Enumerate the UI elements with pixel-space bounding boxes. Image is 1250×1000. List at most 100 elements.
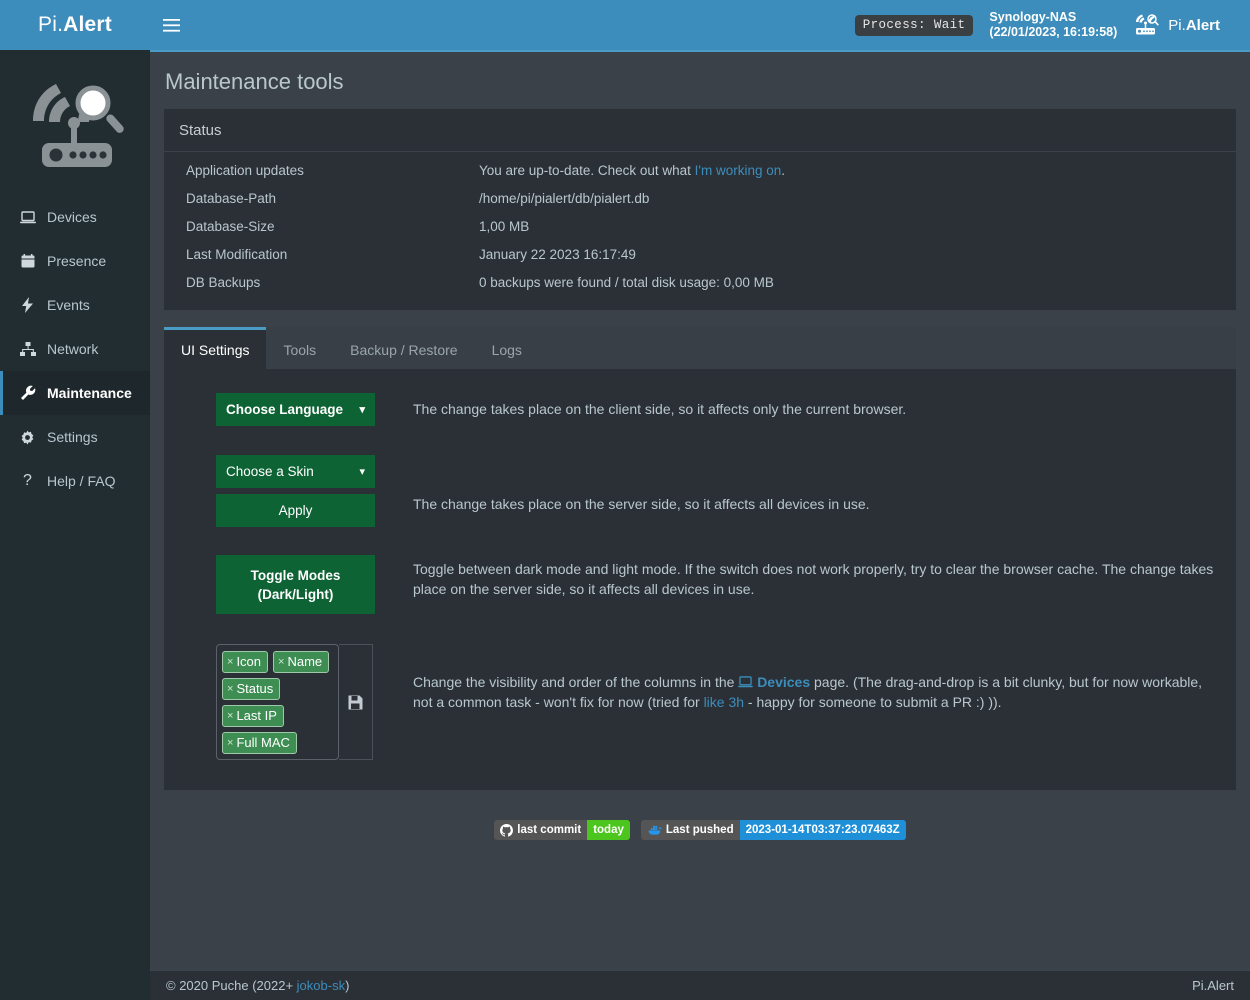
language-row: Choose Language ▾ The change takes place… — [178, 393, 1222, 426]
status-label: Application updates — [186, 163, 304, 178]
columns-desc-mid: page. (The drag-and-drop is a bit clunky… — [413, 674, 1203, 710]
sidebar-item-label: Events — [47, 297, 90, 313]
sidebar-item-help-faq[interactable]: ? Help / FAQ — [0, 459, 150, 503]
sidebar-item-devices[interactable]: Devices — [0, 195, 150, 239]
sidebar-item-label: Settings — [47, 429, 98, 445]
chip-label: Icon — [236, 654, 262, 669]
status-label: Database-Path — [186, 191, 277, 206]
status-box-header: Status — [164, 109, 1236, 152]
status-label: Last Modification — [186, 247, 288, 262]
toggle-modes-button[interactable]: Toggle Modes (Dark/Light) — [216, 555, 375, 614]
app-logo[interactable]: Pi. Alert — [0, 0, 150, 50]
skin-control: Choose a Skin ▾ Apply — [178, 455, 375, 527]
footer-brand-light: Pi. — [1192, 978, 1208, 993]
toggle-modes-line2: (Dark/Light) — [257, 586, 334, 602]
sidebar-item-settings[interactable]: Settings — [0, 415, 150, 459]
sidebar-item-label: Help / FAQ — [47, 473, 116, 489]
app-logo-light: Pi. — [38, 13, 64, 36]
working-on-link[interactable]: I'm working on — [694, 163, 782, 178]
devices-link-icon — [738, 674, 754, 690]
like-3h-link[interactable]: like 3h — [703, 694, 745, 710]
chip-label: Name — [287, 654, 323, 669]
sidebar: Devices Presence Events Network Maintena… — [0, 50, 150, 1000]
chip-remove-icon[interactable]: × — [227, 682, 234, 695]
calendar-icon — [18, 254, 37, 268]
column-chip-name[interactable]: × Name — [273, 651, 330, 673]
sitemap-icon — [18, 342, 37, 356]
status-row: Last Modification January 22 2023 16:17:… — [164, 241, 1236, 269]
skin-select-label: Choose a Skin — [226, 464, 314, 479]
header-brand[interactable]: Pi.Alert — [1133, 14, 1220, 36]
status-value-suffix: . — [781, 163, 786, 178]
sidebar-item-events[interactable]: Events — [0, 283, 150, 327]
tab-tools[interactable]: Tools — [283, 341, 317, 358]
toggle-modes-control: Toggle Modes (Dark/Light) — [178, 555, 375, 614]
tab-ui-settings[interactable]: UI Settings — [164, 327, 267, 369]
badge-right: today — [587, 820, 630, 840]
chip-remove-icon[interactable]: × — [227, 709, 234, 722]
status-label: Database-Size — [186, 219, 275, 234]
columns-chip-list[interactable]: × Icon × Name × Status — [216, 644, 339, 760]
footer-copyright: © 2020 Puche (2022+ jokob-sk) — [166, 978, 349, 993]
status-value: You are up-to-date. Check out what I'm w… — [479, 163, 785, 178]
badge-left-label: Last pushed — [665, 824, 734, 836]
devices-page-link[interactable]: Devices — [757, 674, 811, 690]
status-value: 0 backups were found / total disk usage:… — [479, 275, 774, 290]
tab-backup-restore[interactable]: Backup / Restore — [350, 341, 458, 358]
github-last-commit-badge[interactable]: last commit today — [494, 820, 630, 840]
toggle-modes-line1: Toggle Modes — [250, 567, 341, 583]
language-select[interactable]: Choose Language ▾ — [216, 393, 375, 426]
chip-remove-icon[interactable]: × — [227, 655, 234, 668]
chevron-down-icon: ▾ — [359, 466, 365, 478]
tab-bar: UI Settings Tools Backup / Restore Logs — [164, 327, 1236, 369]
navbar: Process: Wait Synology-NAS (22/01/2023, … — [150, 0, 1250, 50]
header-brand-light: Pi. — [1168, 16, 1186, 34]
status-row: Database-Size 1,00 MB — [164, 213, 1236, 241]
status-value: /home/pi/pialert/db/pialert.db — [479, 191, 650, 206]
chip-remove-icon[interactable]: × — [227, 736, 234, 749]
docker-last-pushed-badge[interactable]: Last pushed 2023-01-14T03:37:23.07463Z — [640, 820, 906, 840]
chip-remove-icon[interactable]: × — [278, 655, 285, 668]
columns-description: Change the visibility and order of the c… — [373, 644, 1222, 712]
sidebar-item-maintenance[interactable]: Maintenance — [0, 371, 150, 415]
columns-control: × Icon × Name × Status — [178, 644, 373, 760]
github-icon — [500, 823, 514, 837]
column-chip-status[interactable]: × Status — [222, 678, 281, 700]
status-box-body: Application updates You are up-to-date. … — [164, 152, 1236, 310]
badge-left-label: last commit — [517, 824, 582, 836]
tab-logs[interactable]: Logs — [491, 341, 522, 358]
navbar-right: Process: Wait Synology-NAS (22/01/2023, … — [854, 10, 1238, 40]
column-chip-icon[interactable]: × Icon — [222, 651, 269, 673]
nas-name: Synology-NAS — [989, 10, 1077, 24]
docker-icon — [647, 824, 662, 836]
footer-brand-bold: Alert — [1207, 978, 1234, 993]
apply-button[interactable]: Apply — [216, 494, 375, 527]
column-chip-full-mac[interactable]: × Full MAC — [222, 732, 297, 754]
sidebar-item-presence[interactable]: Presence — [0, 239, 150, 283]
process-status-badge: Process: Wait — [854, 14, 974, 36]
sidebar-item-label: Network — [47, 341, 99, 357]
column-chip-last-ip[interactable]: × Last IP — [222, 705, 284, 727]
sidebar-item-label: Maintenance — [47, 385, 132, 401]
maintenance-tabs: UI Settings Tools Backup / Restore Logs … — [164, 327, 1236, 790]
hamburger-icon[interactable] — [150, 0, 192, 50]
status-row: Database-Path /home/pi/pialert/db/pialer… — [164, 185, 1236, 213]
chevron-down-icon: ▾ — [359, 404, 365, 416]
app-logo-bold: Alert — [63, 13, 112, 36]
floppy-save-icon — [348, 695, 363, 710]
language-select-label: Choose Language — [226, 402, 344, 417]
nas-time: (22/01/2023, 16:19:58) — [989, 25, 1118, 39]
status-box: Status Application updates You are up-to… — [164, 109, 1236, 310]
sidebar-item-network[interactable]: Network — [0, 327, 150, 371]
skin-select[interactable]: Choose a Skin ▾ — [216, 455, 375, 488]
footer-copyright-post: ) — [345, 978, 350, 993]
wrench-icon — [18, 385, 37, 401]
columns-desc-post: - happy for someone to submit a PR :) ))… — [744, 694, 1002, 710]
jokob-sk-link[interactable]: jokob-sk — [296, 978, 346, 993]
badge-left: last commit — [494, 820, 588, 840]
repo-badges: last commit today Last pushed 2023-01-14… — [150, 820, 1250, 840]
save-columns-button[interactable] — [338, 644, 373, 760]
columns-desc-pre: Change the visibility and order of the c… — [413, 674, 739, 690]
toggle-modes-row: Toggle Modes (Dark/Light) Toggle between… — [178, 555, 1222, 614]
page-title: Maintenance tools — [165, 69, 344, 94]
